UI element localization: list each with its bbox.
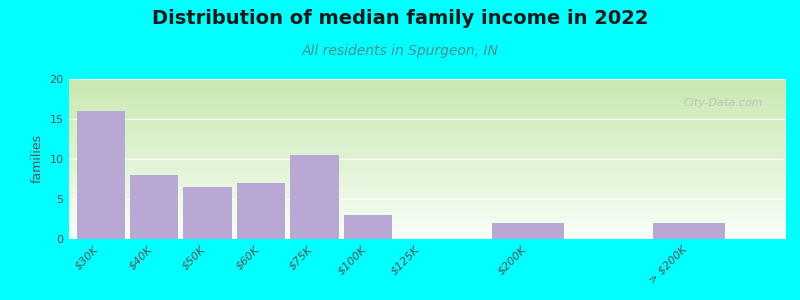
- Bar: [653, 223, 725, 239]
- Bar: [77, 111, 125, 239]
- Bar: [492, 223, 565, 239]
- Bar: [130, 175, 178, 239]
- Bar: [344, 215, 392, 239]
- Text: All residents in Spurgeon, IN: All residents in Spurgeon, IN: [302, 44, 498, 58]
- Bar: [237, 183, 285, 239]
- Bar: [183, 187, 232, 239]
- Text: City-Data.com: City-Data.com: [684, 98, 763, 108]
- Bar: [290, 155, 338, 239]
- Text: Distribution of median family income in 2022: Distribution of median family income in …: [152, 9, 648, 28]
- Y-axis label: families: families: [31, 134, 44, 183]
